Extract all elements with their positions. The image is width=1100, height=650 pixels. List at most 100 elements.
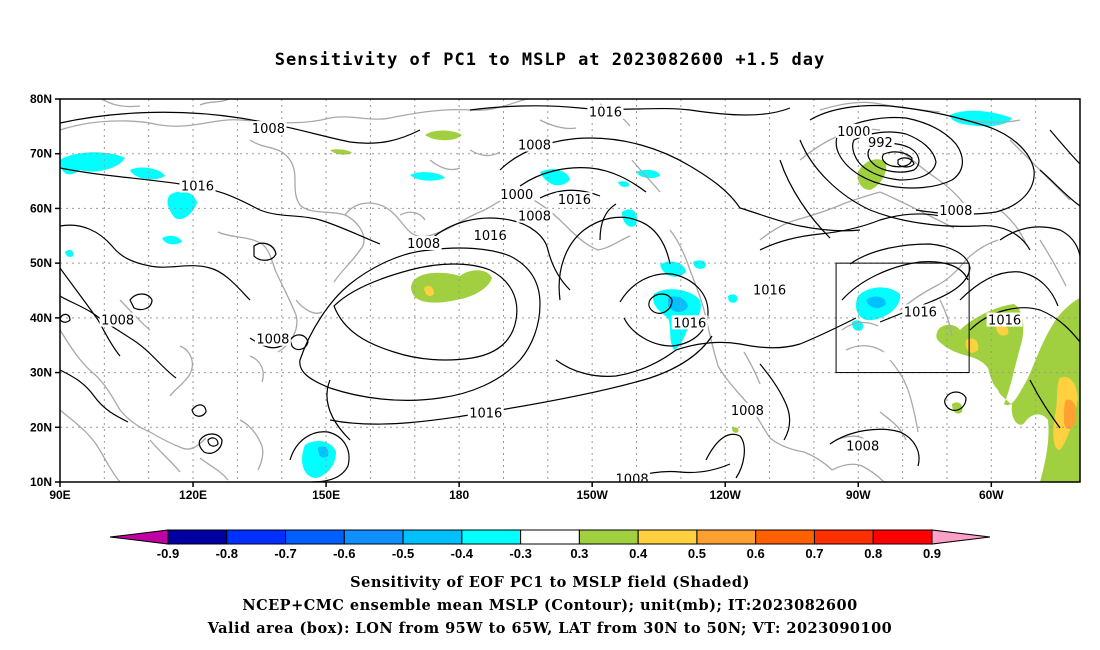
mslp-contour-4 [60, 295, 177, 379]
lat-tick-label: 20N [30, 420, 52, 434]
contour-label-bg-2 [99, 312, 136, 327]
colorbar-segment-12 [872, 529, 933, 545]
coastline-44 [469, 149, 501, 157]
mslp-contour-41 [1049, 129, 1080, 165]
contour-label-bg-19 [937, 203, 974, 218]
mslp-contour-5 [60, 369, 129, 423]
sensitivity-shade-1 [130, 167, 165, 180]
contour-label-bg-4 [405, 235, 442, 250]
lon-tick-label: 60W [979, 488, 1004, 502]
colorbar-label: 0.5 [688, 546, 706, 561]
colorbar-segment-10 [755, 529, 815, 545]
mslp-contour-19 [555, 349, 677, 377]
mslp-contour-33 [799, 139, 1031, 251]
contour-label: 1008 [731, 404, 764, 419]
contour-label: 1016 [469, 407, 502, 422]
caption-line-1: Sensitivity of EOF PC1 to MSLP field (Sh… [350, 574, 750, 591]
contour-label-bg-8 [516, 208, 553, 223]
contour-label-bg-5 [472, 227, 509, 242]
colorbar-label: -0.8 [216, 546, 238, 561]
colorbar-segment-1 [226, 529, 287, 545]
sensitivity-shade-23 [411, 270, 492, 303]
mslp-contour-3 [60, 267, 121, 357]
sensitivity-shade-11 [693, 260, 706, 269]
contour-label-bg-16 [844, 438, 881, 453]
coastline-30 [841, 321, 879, 331]
mslp-contour-23 [759, 363, 791, 441]
sensitivity-shade-21 [425, 130, 462, 141]
mslp-contour-1 [60, 167, 381, 245]
contour-label: 1016 [181, 180, 214, 195]
colorbar-label: 0.3 [570, 546, 588, 561]
mslp-contour-50 [60, 313, 71, 323]
colorbar-segment-6 [520, 529, 580, 545]
mslp-contour-25 [759, 213, 941, 251]
colorbar-segment-4 [402, 529, 463, 545]
coastline-9 [295, 299, 323, 314]
contour-label-bg-11 [467, 405, 504, 420]
mslp-contour-17 [558, 216, 671, 301]
coastline-29 [845, 345, 885, 353]
coastline-7 [217, 231, 277, 273]
colorbar-segment-5 [461, 529, 522, 545]
contour-label-bg-18 [866, 134, 895, 149]
coastline-19 [597, 235, 631, 251]
sensitivity-shade-32 [732, 427, 739, 433]
mslp-contour-46 [944, 391, 967, 411]
colorbar-end-low [109, 529, 169, 545]
contour-label: 1016 [753, 284, 786, 299]
coastline-42 [1039, 239, 1067, 287]
contour-label-bg-15 [614, 471, 651, 482]
lon-tick-label: 120E [179, 488, 207, 502]
sensitivity-shade-2 [167, 191, 197, 220]
lon-tick-label: 180 [449, 488, 469, 502]
mslp-contour-31 [897, 157, 915, 168]
sensitivity-shade-14 [728, 294, 738, 303]
sensitivity-shade-30 [1064, 399, 1077, 429]
lon-tick-label: 150W [576, 488, 608, 502]
plot-area: 1008 1016 1008 1008 1008 1016 1008 1000 1008 1016… [60, 99, 1080, 482]
lat-tick-label: 60N [30, 201, 52, 215]
map-frame [59, 98, 1081, 483]
colorbar-label: 0.4 [629, 546, 648, 561]
mslp-contour-42 [1029, 379, 1061, 429]
coastline-41 [999, 209, 1027, 245]
mslp-contour-14 [326, 379, 351, 441]
mslp-contour-16 [619, 273, 709, 347]
coastline-24 [769, 437, 833, 471]
contour-label: 1008 [518, 210, 551, 225]
mslp-contour-12 [333, 263, 518, 361]
colorbar-label: 0.9 [923, 546, 941, 561]
coastline-45 [539, 119, 577, 130]
coastline-21 [669, 229, 719, 367]
lon-tick-label: 90E [49, 488, 70, 502]
contour-label: 1000 [837, 125, 870, 140]
lat-tick-label: 80N [30, 92, 52, 106]
coastline-1 [100, 99, 141, 108]
contour-label-bg-9 [556, 192, 593, 207]
sensitivity-shade-25 [857, 159, 887, 190]
sensitivity-shade-8 [618, 181, 630, 187]
mslp-contour-40 [1039, 169, 1080, 207]
contour-label: 1016 [673, 316, 706, 331]
sensitivity-shade-22 [330, 149, 352, 155]
contour-label-bg-10 [587, 104, 624, 119]
sensitivity-shade-18 [866, 296, 886, 309]
mslp-contour-24 [829, 428, 920, 467]
contour-label: 1016 [904, 305, 937, 320]
coastline-32 [965, 239, 999, 261]
coastline-10 [249, 355, 264, 383]
mslp-contour-51 [253, 242, 277, 261]
mslp-contour-9 [539, 189, 601, 199]
mslp-contour-0 [60, 111, 421, 144]
contour-label: 1016 [988, 314, 1021, 329]
coastline-15 [199, 457, 229, 481]
contour-label-bg-13 [729, 402, 766, 417]
mslp-contour-44 [198, 433, 223, 454]
mslp-contour-36 [841, 261, 969, 301]
coastline-16 [60, 409, 121, 482]
colorbar-segment-8 [637, 529, 698, 545]
colorbar-label: -0.7 [274, 546, 296, 561]
sensitivity-shade-24 [424, 286, 434, 296]
lat-tick-label: 70N [30, 147, 52, 161]
